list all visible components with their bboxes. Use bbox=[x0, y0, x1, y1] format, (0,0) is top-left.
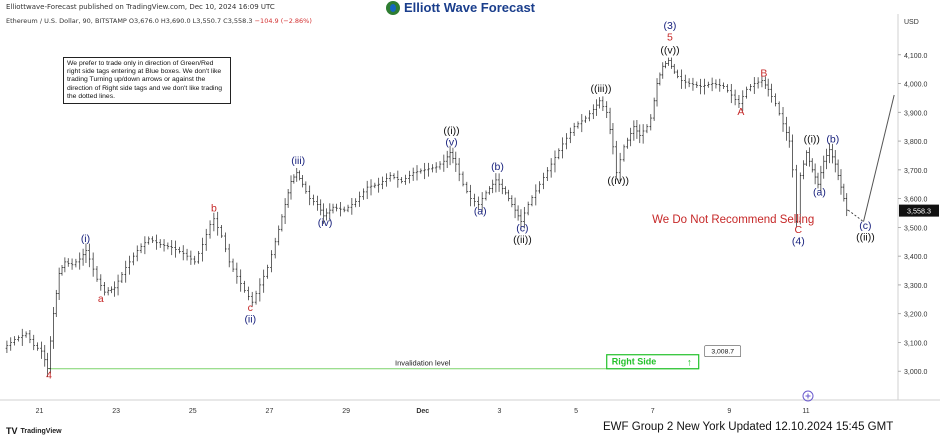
x-tick-label: 29 bbox=[342, 408, 350, 415]
tradingview-label: TradingView bbox=[20, 427, 62, 435]
x-tick-label: 5 bbox=[574, 408, 578, 415]
y-tick-label: 3,700.0 bbox=[904, 168, 927, 175]
current-price-value: 3,558.3 bbox=[907, 207, 931, 216]
y-tick-label: 3,400.0 bbox=[904, 254, 927, 261]
publisher-line: Elliottwave-Forecast published on Tradin… bbox=[6, 3, 275, 11]
right-side-box bbox=[606, 354, 700, 370]
x-tick-label: 23 bbox=[112, 408, 120, 415]
wave-label: ((ii)) bbox=[513, 234, 532, 246]
ohlc-values: Ethereum / U.S. Dollar, 90, BITSTAMP O3,… bbox=[6, 17, 253, 25]
x-tick-label: Dec bbox=[416, 408, 429, 415]
wave-label: ((i)) bbox=[443, 125, 459, 137]
wave-label: (a) bbox=[813, 187, 826, 199]
wave-label: b bbox=[211, 203, 217, 215]
ewf-logo: Elliott Wave Forecast bbox=[386, 0, 535, 15]
update-footer: EWF Group 2 New York Updated 12.10.2024 … bbox=[603, 421, 894, 433]
wave-label: (iii) bbox=[291, 155, 305, 167]
y-tick-label: 4,000.0 bbox=[904, 82, 927, 89]
y-tick-label: 4,100.0 bbox=[904, 53, 927, 60]
wave-label: (c) bbox=[516, 223, 528, 235]
wave-label: 4 bbox=[46, 369, 52, 381]
add-target-icon bbox=[802, 390, 814, 402]
invalidation-value-box bbox=[704, 345, 742, 358]
right-side-label: Right Side bbox=[612, 357, 657, 367]
wave-label: C bbox=[795, 224, 803, 236]
projection-dotted-line bbox=[847, 209, 864, 222]
projected-path-line bbox=[863, 94, 895, 222]
y-tick-label: 3,300.0 bbox=[904, 283, 927, 290]
y-tick-label: 3,000.0 bbox=[904, 369, 927, 376]
wave-label: (a) bbox=[474, 205, 487, 217]
y-tick-label: 3,600.0 bbox=[904, 197, 927, 204]
y-tick-label: 3,200.0 bbox=[904, 312, 927, 319]
y-tick-label: 3,800.0 bbox=[904, 139, 927, 146]
wave-label: (c) bbox=[859, 220, 871, 232]
wave-label: A bbox=[737, 106, 744, 118]
wave-label: (v) bbox=[445, 136, 457, 148]
invalidation-text: Invalidation level bbox=[395, 358, 451, 367]
price-change: −104.9 (−2.86%) bbox=[254, 17, 312, 25]
symbol-ohlc-line: Ethereum / U.S. Dollar, 90, BITSTAMP O3,… bbox=[6, 17, 312, 25]
ewf-logo-text: Elliott Wave Forecast bbox=[404, 0, 535, 15]
y-tick-label: 3,500.0 bbox=[904, 225, 927, 232]
wave-label: ((iv)) bbox=[607, 175, 629, 187]
x-tick-label: 21 bbox=[36, 408, 44, 415]
trading-note-box: We prefer to trade only in direction of … bbox=[63, 57, 231, 105]
wave-label: (iv) bbox=[318, 217, 333, 229]
wave-label: ((iii)) bbox=[590, 83, 611, 95]
invalidation-value: 3,008.7 bbox=[711, 349, 734, 356]
wave-label: ((i)) bbox=[804, 134, 820, 146]
tradingview-brand: TV TradingView bbox=[6, 426, 62, 436]
x-tick-label: 9 bbox=[727, 408, 731, 415]
ewf-logo-icon bbox=[386, 0, 400, 15]
wave-label: ((ii)) bbox=[856, 231, 875, 243]
right-side-arrow-icon: ↑ bbox=[687, 358, 692, 369]
wave-label: c bbox=[248, 302, 253, 314]
wave-label: B bbox=[760, 67, 767, 79]
tradingview-logo-icon: TV bbox=[6, 426, 18, 436]
x-tick-label: 3 bbox=[497, 408, 501, 415]
selling-warning: We Do Not Recommend Selling bbox=[652, 214, 814, 226]
wave-label: (i) bbox=[81, 233, 90, 245]
wave-label: (ii) bbox=[244, 313, 256, 325]
y-tick-label: 3,900.0 bbox=[904, 110, 927, 117]
wave-label: (4) bbox=[792, 236, 805, 248]
x-tick-label: 27 bbox=[266, 408, 274, 415]
x-tick-label: 7 bbox=[651, 408, 655, 415]
x-tick-label: 11 bbox=[802, 408, 809, 415]
x-tick-label: 25 bbox=[189, 408, 197, 415]
wave-label: 5 bbox=[667, 31, 673, 43]
y-tick-label: 3,100.0 bbox=[904, 340, 927, 347]
wave-label: (b) bbox=[491, 161, 504, 173]
currency-label: USD bbox=[904, 19, 919, 26]
wave-label: ((v)) bbox=[660, 44, 679, 56]
wave-label: (3) bbox=[664, 20, 677, 32]
wave-label: a bbox=[98, 293, 104, 305]
wave-label: (b) bbox=[826, 134, 839, 146]
current-price-tag bbox=[899, 204, 939, 217]
